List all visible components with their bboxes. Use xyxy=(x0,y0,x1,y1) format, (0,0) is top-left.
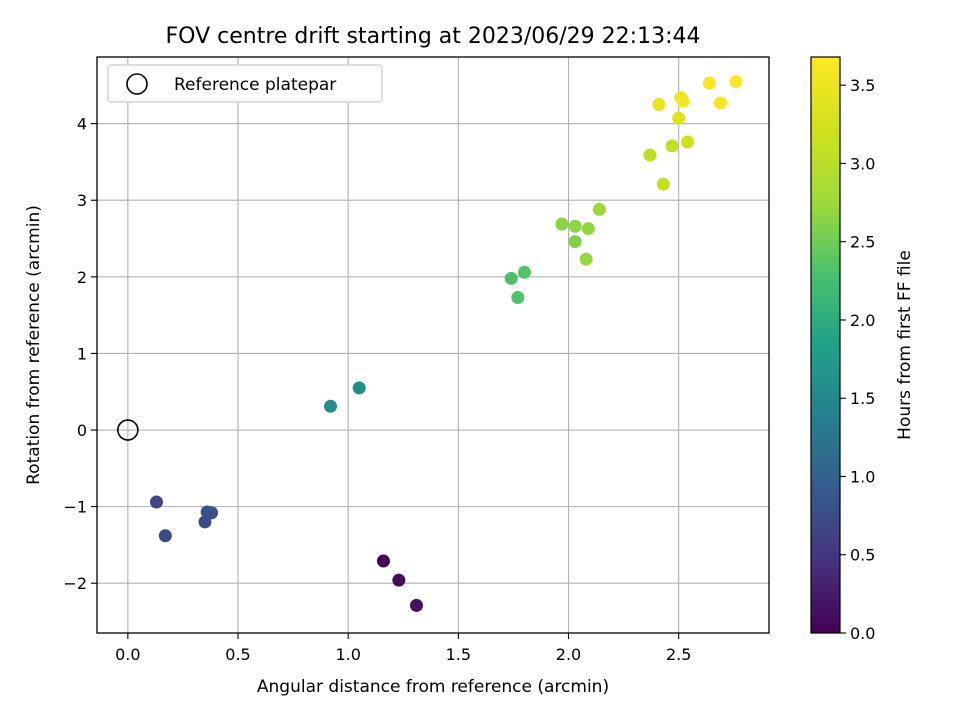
data-point xyxy=(149,495,163,509)
colorbar-tick-label: 2.0 xyxy=(850,311,875,330)
chart-title: FOV centre drift starting at 2023/06/29 … xyxy=(166,24,701,49)
data-point xyxy=(324,399,338,413)
data-point xyxy=(729,75,743,89)
colorbar-label: Hours from first FF file xyxy=(895,250,915,440)
data-point xyxy=(158,529,172,543)
colorbar-frame xyxy=(810,56,841,634)
data-point xyxy=(205,506,219,520)
grid-lines xyxy=(97,57,769,633)
reference-marker xyxy=(117,419,139,441)
data-point xyxy=(665,139,679,153)
x-tick-label: 2.0 xyxy=(556,645,581,664)
data-point xyxy=(517,265,531,279)
data-point xyxy=(672,111,686,125)
colorbar: 0.0 0.5 1.0 1.5 2.0 2.5 3.0 3.5 Hours from firs… xyxy=(810,56,915,643)
y-axis-label: Rotation from reference (arcmin) xyxy=(24,205,44,485)
data-point xyxy=(643,148,657,162)
legend: Reference platepar xyxy=(107,64,383,103)
x-tick-label: 1.5 xyxy=(446,645,471,664)
colorbar-tick-label: 0.0 xyxy=(850,624,875,643)
plot-frame xyxy=(96,56,770,634)
colorbar-ticks: 0.0 0.5 1.0 1.5 2.0 2.5 3.0 3.5 xyxy=(840,76,875,643)
legend-label: Reference platepar xyxy=(174,75,336,95)
data-point xyxy=(581,222,595,236)
legend-box xyxy=(107,64,383,103)
data-points xyxy=(149,75,743,612)
y-tick-label: 3 xyxy=(77,191,87,210)
data-point xyxy=(676,94,690,108)
data-point xyxy=(198,515,212,529)
x-axis-label: Angular distance from reference (arcmin) xyxy=(257,677,609,697)
colorbar-tick-label: 2.5 xyxy=(850,233,875,252)
data-point xyxy=(568,219,582,233)
data-point xyxy=(579,252,593,266)
data-point xyxy=(714,96,728,110)
data-point xyxy=(555,217,569,231)
y-tick-label: 1 xyxy=(77,344,87,363)
data-point xyxy=(652,97,666,111)
data-point xyxy=(392,573,406,587)
data-point xyxy=(568,235,582,249)
x-tick-label: 2.5 xyxy=(666,645,691,664)
data-point xyxy=(680,135,694,149)
x-tick-label: 0.0 xyxy=(115,645,140,664)
colorbar-tick-label: 3.5 xyxy=(850,76,875,95)
data-point xyxy=(592,202,606,216)
y-tick-label: 2 xyxy=(77,268,87,287)
y-tick-label: −1 xyxy=(63,498,87,517)
colorbar-tick-label: 1.5 xyxy=(850,389,875,408)
data-point xyxy=(703,76,717,90)
data-point xyxy=(504,271,518,285)
x-tick-label: 1.0 xyxy=(335,645,360,664)
y-tick-label: 4 xyxy=(77,115,87,134)
legend-marker xyxy=(126,73,148,95)
colorbar-tick-label: 0.5 xyxy=(850,546,875,565)
colorbar-tick-label: 3.0 xyxy=(850,154,875,173)
colorbar-tick-label: 1.0 xyxy=(850,467,875,486)
data-point xyxy=(511,291,525,305)
x-axis: 0.0 0.5 1.0 1.5 2.0 2.5 xyxy=(115,633,691,664)
colorbar-gradient xyxy=(811,57,840,633)
x-tick-label: 0.5 xyxy=(225,645,250,664)
data-point xyxy=(352,381,366,395)
y-tick-label: 0 xyxy=(77,421,87,440)
y-axis: −2 −1 0 1 2 3 4 xyxy=(63,115,97,593)
data-point xyxy=(409,598,423,612)
data-point xyxy=(376,554,390,568)
y-tick-label: −2 xyxy=(63,574,87,593)
data-point xyxy=(656,177,670,191)
